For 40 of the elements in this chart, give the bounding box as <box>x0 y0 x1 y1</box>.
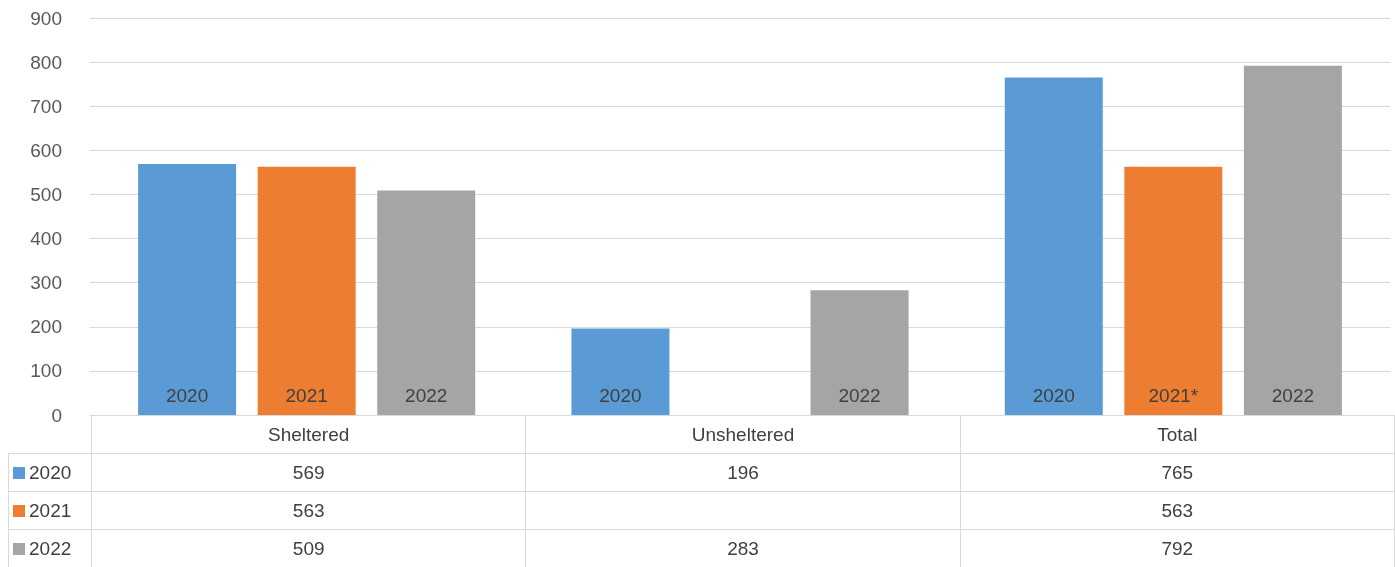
data-label: 283 <box>525 529 961 567</box>
bar <box>138 164 237 415</box>
y-tick-label: 200 <box>30 316 62 338</box>
legend-label: 2022 <box>8 529 92 567</box>
data-label: 196 <box>525 453 961 492</box>
data-label: 765 <box>960 453 1395 492</box>
x-tick-label: Unsheltered <box>525 415 961 454</box>
bar <box>571 328 670 415</box>
bar <box>257 166 356 415</box>
data-label: 563 <box>91 491 526 530</box>
bar <box>1004 77 1103 415</box>
text: 2020 <box>165 385 209 406</box>
y-tick-label: 700 <box>30 95 62 117</box>
legend-label: 2021 <box>8 491 92 530</box>
y-tick-label: 400 <box>30 228 62 250</box>
text: 2022 <box>1271 385 1315 406</box>
text: 2022 <box>838 385 881 406</box>
data-label: 509 <box>91 529 526 567</box>
y-tick-label: 100 <box>30 360 62 382</box>
data-label: 563 <box>960 491 1395 530</box>
text: 2020 <box>599 385 642 406</box>
text: 2020 <box>1032 385 1075 406</box>
annotation: 2021* <box>1148 385 1199 406</box>
y-tick-label: 300 <box>30 272 62 294</box>
y-tick-label: 800 <box>30 51 62 73</box>
y-tick-label: 600 <box>30 139 62 161</box>
bar <box>810 290 909 415</box>
bar <box>1124 166 1223 415</box>
y-tick-label: 900 <box>30 7 62 29</box>
y-tick-label: 0 <box>51 404 62 426</box>
x-tick-label: Total <box>960 415 1395 454</box>
x-tick-label: Sheltered <box>91 415 526 454</box>
data-label: 792 <box>960 529 1395 567</box>
data-label: 569 <box>91 453 526 492</box>
bar <box>1243 65 1342 415</box>
text: 2022 <box>405 385 448 406</box>
text: 2021 <box>285 385 328 406</box>
y-tick-label: 500 <box>30 183 62 205</box>
bar <box>377 190 476 415</box>
legend-label: 2020 <box>8 453 92 492</box>
